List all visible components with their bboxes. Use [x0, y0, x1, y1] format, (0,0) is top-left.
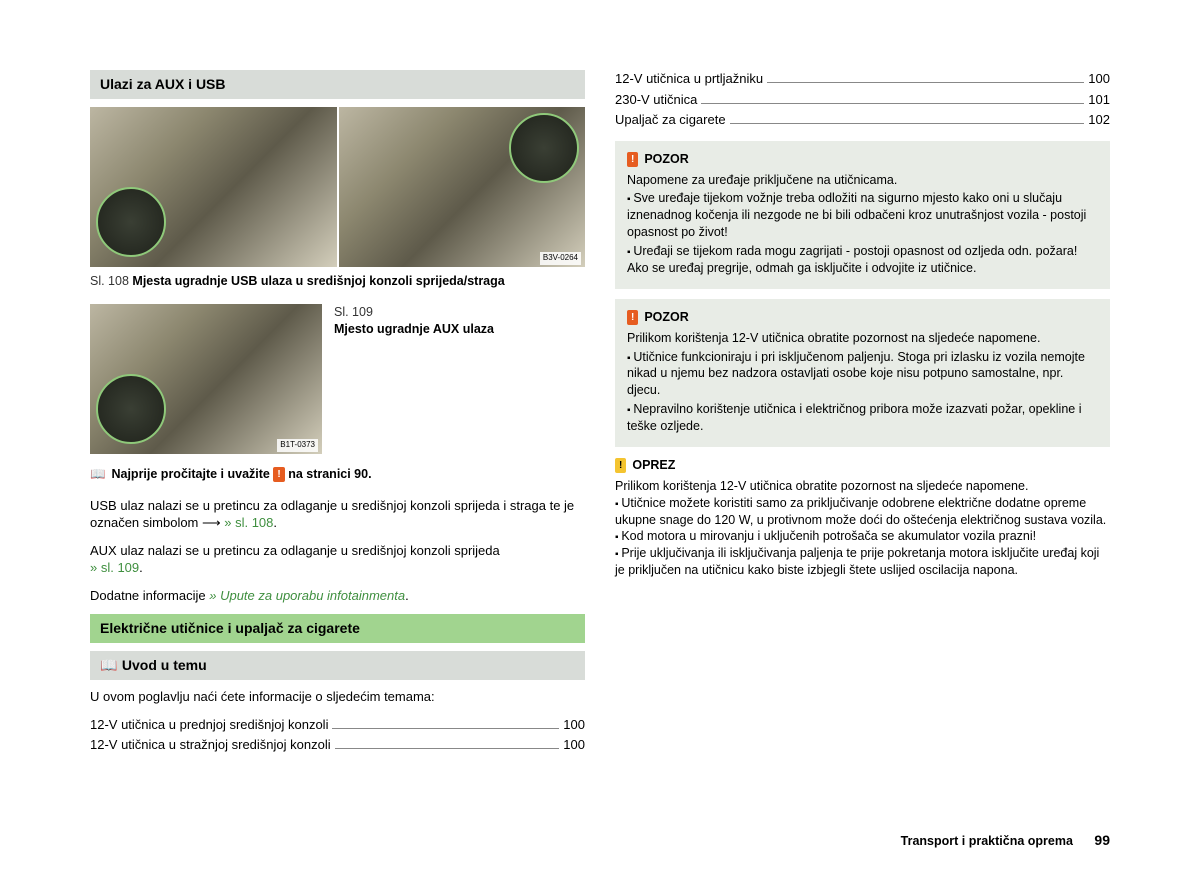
toc-label: 12-V utičnica u prtljažniku	[615, 70, 763, 88]
text: USB ulaz nalazi se u pretincu za odlagan…	[90, 498, 574, 531]
section-title-aux-usb: Ulazi za AUX i USB	[90, 70, 585, 99]
usb-callout-rear	[509, 113, 579, 183]
link-infotainment[interactable]: » Upute za uporabu infotainmenta	[206, 588, 405, 603]
warning-icon: !	[627, 310, 638, 326]
toc-line[interactable]: 230-V utičnica 101	[615, 91, 1110, 109]
notice-bullet: Kod motora u mirovanju i uključenih potr…	[615, 528, 1110, 545]
link-fig108[interactable]: » sl. 108	[221, 515, 274, 530]
toc-fill	[701, 103, 1084, 104]
notice-bullet: Utičnice možete koristiti samo za priklj…	[615, 495, 1110, 529]
notice-bullet: Nepravilno korištenje utičnica i elektri…	[627, 401, 1098, 435]
text: .	[405, 588, 409, 603]
notice-bullet: Sve uređaje tijekom vožnje treba odložit…	[627, 190, 1098, 241]
read-first-line: 📖 Najprije pročitajte i uvažite ! na str…	[90, 466, 585, 483]
warning-icon: !	[627, 152, 638, 168]
fig108-num: Sl. 108	[90, 274, 129, 288]
oprez-section: ! OPREZ Prilikom korištenja 12-V utičnica…	[615, 457, 1110, 579]
toc-label: 12-V utičnica u stražnjoj središnjoj kon…	[90, 736, 331, 754]
toc-line[interactable]: 12-V utičnica u prtljažniku 100	[615, 70, 1110, 88]
toc-label: 12-V utičnica u prednjoj središnjoj konz…	[90, 716, 328, 734]
notice-line: Napomene za uređaje priključene na utičn…	[627, 172, 1098, 189]
paragraph-usb: USB ulaz nalazi se u pretincu za odlagan…	[90, 497, 585, 532]
footer-page-number: 99	[1094, 832, 1110, 848]
fig109-title: Mjesto ugradnje AUX ulaza	[334, 322, 494, 336]
text: AUX ulaz nalazi se u pretincu za odlagan…	[90, 543, 500, 558]
toc-page: 100	[563, 716, 585, 734]
pozor-box-2: ! POZOR Prilikom korištenja 12-V utičnica…	[615, 299, 1110, 447]
footer-title: Transport i praktična oprema	[901, 834, 1073, 848]
toc-label: Upaljač za cigarete	[615, 111, 726, 129]
warning-icon: !	[273, 467, 284, 483]
notice-bullet: Uređaji se tijekom rada mogu zagrijati -…	[627, 243, 1098, 277]
toc-fill	[730, 123, 1085, 124]
notice-line: Prilikom korištenja 12-V utičnica obrati…	[615, 478, 1110, 495]
notice-bullet: Prije uključivanja ili isključivanja pal…	[615, 545, 1110, 579]
read-first-pre: Najprije pročitajte i uvažite	[111, 467, 269, 481]
intro-title: 📖 Uvod u temu	[90, 651, 585, 680]
book-icon: 📖	[100, 656, 114, 675]
toc-label: 230-V utičnica	[615, 91, 697, 109]
fig108-image-right: B3V-0264	[339, 107, 586, 267]
paragraph-moreinfo: Dodatne informacije » Upute za uporabu i…	[90, 587, 585, 605]
paragraph-aux: AUX ulaz nalazi se u pretincu za odlagan…	[90, 542, 585, 577]
intro-line: U ovom poglavlju naći ćete informacije o…	[90, 688, 585, 706]
book-icon: 📖	[90, 466, 104, 483]
notice-line: Prilikom korištenja 12-V utičnica obrati…	[627, 330, 1098, 347]
toc-page: 100	[1088, 70, 1110, 88]
text: Uvod u temu	[122, 657, 207, 673]
figure-108-images: B3V-0264	[90, 107, 585, 267]
section-title-sockets: Električne utičnice i upaljač za cigaret…	[90, 614, 585, 643]
toc-fill	[332, 728, 559, 729]
aux-callout	[96, 374, 166, 444]
link-fig109[interactable]: » sl. 109	[90, 560, 139, 575]
image-code: B3V-0264	[540, 252, 581, 265]
fig109-num: Sl. 109	[334, 305, 373, 319]
pozor-title: POZOR	[644, 310, 688, 324]
toc-line[interactable]: Upaljač za cigarete 102	[615, 111, 1110, 129]
pozor-box-1: ! POZOR Napomene za uređaje priključene n…	[615, 141, 1110, 289]
image-code: B1T-0373	[277, 439, 318, 452]
toc-page: 101	[1088, 91, 1110, 109]
page-footer: Transport i praktična oprema 99	[901, 831, 1110, 850]
toc-fill	[335, 748, 560, 749]
toc-page: 100	[563, 736, 585, 754]
oprez-title: OPREZ	[632, 458, 675, 472]
fig109-image: B1T-0373	[90, 304, 322, 454]
toc-line[interactable]: 12-V utičnica u prednjoj središnjoj konz…	[90, 716, 585, 734]
text: .	[139, 560, 143, 575]
toc-page: 102	[1088, 111, 1110, 129]
pozor-title: POZOR	[644, 152, 688, 166]
fig108-caption: Sl. 108 Mjesta ugradnje USB ulaza u sred…	[90, 273, 585, 290]
caution-icon: !	[615, 458, 626, 474]
read-first-post: na stranici 90.	[288, 467, 371, 481]
fig108-image-left	[90, 107, 337, 267]
fig108-title: Mjesta ugradnje USB ulaza u središnjoj k…	[132, 274, 504, 288]
text: Dodatne informacije	[90, 588, 206, 603]
toc-line[interactable]: 12-V utičnica u stražnjoj središnjoj kon…	[90, 736, 585, 754]
toc-fill	[767, 82, 1084, 83]
text: .	[273, 515, 277, 530]
notice-bullet: Utičnice funkcioniraju i pri isključenom…	[627, 349, 1098, 400]
usb-callout-front	[96, 187, 166, 257]
